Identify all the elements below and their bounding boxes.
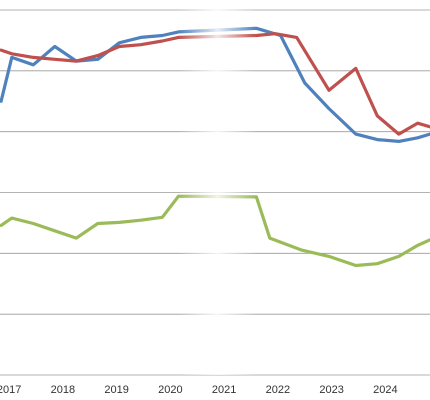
x-tick-label: 2024 [373,384,397,396]
x-axis: 2017 2018 2019 2020 2021 2022 2023 2024 [0,384,398,396]
x-tick-label: 2021 [212,384,236,396]
x-tick-label: 2018 [51,384,75,396]
x-tick-label: 2023 [319,384,343,396]
x-tick-label: 2020 [158,384,182,396]
data-gap-fade [178,5,257,375]
x-tick-label: 2022 [266,384,290,396]
x-tick-label: 2017 [0,384,21,396]
x-tick-label: 2019 [104,384,128,396]
